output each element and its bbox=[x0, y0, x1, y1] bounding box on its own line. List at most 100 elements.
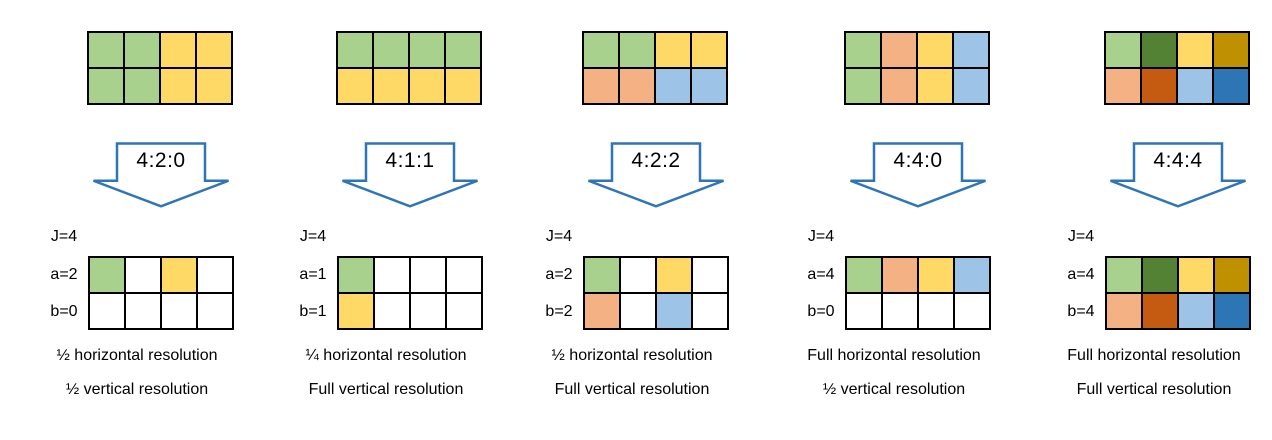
pixel-cell-blue bbox=[691, 68, 727, 104]
pixel-cell-yellow bbox=[338, 293, 374, 329]
pixel-cell-green bbox=[88, 32, 124, 68]
horizontal-resolution-caption: Full horizontal resolution bbox=[1067, 347, 1241, 364]
pixel-cell-green bbox=[1106, 257, 1142, 293]
subsampling-scheme-column-4-2-2: 4:2:2 J=4 a=2 b=2 ½ horizontal resolutio… bbox=[535, 0, 729, 440]
pixel-cell-green bbox=[845, 32, 881, 68]
pixel-cell-yellow bbox=[409, 68, 445, 104]
pixel-cell-white bbox=[620, 257, 656, 293]
subsampling-ratio-label: 4:4:4 bbox=[1153, 149, 1203, 172]
pixel-cell-white bbox=[161, 293, 197, 329]
pixel-cell-orange bbox=[584, 293, 620, 329]
sampled-block: J=4 a=1 b=1 bbox=[289, 228, 483, 330]
pixel-cell-white bbox=[846, 293, 882, 329]
pixel-cell-orange bbox=[881, 32, 917, 68]
pixel-cell-green bbox=[373, 32, 409, 68]
pixel-cell-blue bbox=[953, 68, 989, 104]
a-label: a=1 bbox=[299, 265, 327, 283]
a-label: a=2 bbox=[50, 265, 78, 283]
pixel-cell-yellow bbox=[160, 32, 196, 68]
down-arrow-icon: 4:1:1 bbox=[340, 142, 480, 208]
pixel-cell-dark-green bbox=[1141, 32, 1177, 68]
pixel-cell-green bbox=[846, 257, 882, 293]
down-arrow-shape bbox=[588, 142, 724, 208]
pixel-cell-dark-blue bbox=[1213, 68, 1249, 104]
pixel-cell-orange bbox=[619, 68, 655, 104]
source-pixel-grid bbox=[1104, 31, 1250, 105]
pixel-cell-blue bbox=[953, 32, 989, 68]
down-arrow-icon: 4:2:0 bbox=[91, 142, 231, 208]
pixel-cell-green bbox=[584, 257, 620, 293]
ab-labels: a=4 b=4 bbox=[1057, 256, 1105, 330]
pixel-cell-green bbox=[445, 32, 481, 68]
pixel-cell-green bbox=[583, 32, 619, 68]
pixel-cell-dark-blue bbox=[1214, 293, 1250, 329]
pixel-cell-white bbox=[446, 293, 482, 329]
b-label: b=1 bbox=[299, 302, 327, 320]
pixel-cell-white bbox=[374, 257, 410, 293]
ab-labels: a=4 b=0 bbox=[797, 256, 845, 330]
down-arrow-shape bbox=[1110, 142, 1246, 208]
down-arrow-shape bbox=[342, 142, 478, 208]
pixel-cell-dark-orange bbox=[1142, 293, 1178, 329]
pixel-cell-green bbox=[409, 32, 445, 68]
horizontal-resolution-caption: ½ horizontal resolution bbox=[551, 347, 713, 364]
pixel-cell-yellow bbox=[196, 32, 232, 68]
pixel-cell-white bbox=[89, 293, 125, 329]
sampled-block: J=4 a=2 b=2 bbox=[535, 228, 729, 330]
pixel-cell-yellow bbox=[917, 68, 953, 104]
pixel-cell-yellow bbox=[160, 68, 196, 104]
pixel-cell-orange bbox=[881, 68, 917, 104]
pixel-cell-green bbox=[124, 32, 160, 68]
sampled-pixel-grid bbox=[583, 256, 729, 330]
sampled-pixel-grid bbox=[845, 256, 991, 330]
pixel-cell-yellow bbox=[691, 32, 727, 68]
a-label: a=4 bbox=[807, 265, 835, 283]
pixel-cell-yellow bbox=[917, 32, 953, 68]
horizontal-resolution-caption: ¼ horizontal resolution bbox=[305, 347, 467, 364]
b-label: b=4 bbox=[1067, 302, 1095, 320]
pixel-cell-white bbox=[125, 293, 161, 329]
subsampling-scheme-column-4-2-0: 4:2:0 J=4 a=2 b=0 ½ horizontal resolutio… bbox=[40, 0, 234, 440]
vertical-resolution-caption: Full vertical resolution bbox=[554, 381, 710, 398]
sampled-block: J=4 a=2 b=0 bbox=[40, 228, 234, 330]
ab-labels: a=2 b=2 bbox=[535, 256, 583, 330]
pixel-cell-dark-yellow bbox=[1214, 257, 1250, 293]
j-label: J=4 bbox=[545, 228, 573, 245]
j-label: J=4 bbox=[1067, 228, 1095, 245]
horizontal-resolution-caption: ½ horizontal resolution bbox=[56, 347, 218, 364]
pixel-cell-blue bbox=[655, 68, 691, 104]
source-pixel-grid bbox=[336, 31, 482, 105]
pixel-cell-yellow bbox=[655, 32, 691, 68]
source-pixel-grid bbox=[87, 31, 233, 105]
pixel-cell-yellow bbox=[1177, 32, 1213, 68]
pixel-cell-white bbox=[410, 293, 446, 329]
pixel-cell-yellow bbox=[445, 68, 481, 104]
pixel-cell-white bbox=[918, 293, 954, 329]
ab-labels: a=1 b=1 bbox=[289, 256, 337, 330]
pixel-cell-white bbox=[374, 293, 410, 329]
sampled-pixel-grid bbox=[88, 256, 234, 330]
pixel-cell-white bbox=[692, 257, 728, 293]
subsampling-scheme-column-4-4-0: 4:4:0 J=4 a=4 b=0 Full horizontal resolu… bbox=[797, 0, 991, 440]
pixel-cell-green bbox=[124, 68, 160, 104]
pixel-cell-white bbox=[197, 293, 233, 329]
pixel-cell-dark-green bbox=[1142, 257, 1178, 293]
sampled-block: J=4 a=4 b=0 bbox=[797, 228, 991, 330]
pixel-cell-green bbox=[88, 68, 124, 104]
vertical-resolution-caption: Full vertical resolution bbox=[1076, 381, 1232, 398]
ab-labels: a=2 b=0 bbox=[40, 256, 88, 330]
pixel-cell-orange bbox=[882, 257, 918, 293]
pixel-cell-blue bbox=[1177, 68, 1213, 104]
pixel-cell-green bbox=[1105, 32, 1141, 68]
pixel-cell-blue bbox=[1178, 293, 1214, 329]
pixel-cell-yellow bbox=[373, 68, 409, 104]
b-label: b=0 bbox=[50, 302, 78, 320]
down-arrow-icon: 4:2:2 bbox=[586, 142, 726, 208]
pixel-cell-white bbox=[125, 257, 161, 293]
pixel-cell-white bbox=[954, 293, 990, 329]
subsampling-scheme-column-4-4-4: 4:4:4 J=4 a=4 b=4 Full horizontal resolu… bbox=[1057, 0, 1251, 440]
down-arrow-shape bbox=[93, 142, 229, 208]
pixel-cell-white bbox=[446, 257, 482, 293]
pixel-cell-blue bbox=[656, 293, 692, 329]
